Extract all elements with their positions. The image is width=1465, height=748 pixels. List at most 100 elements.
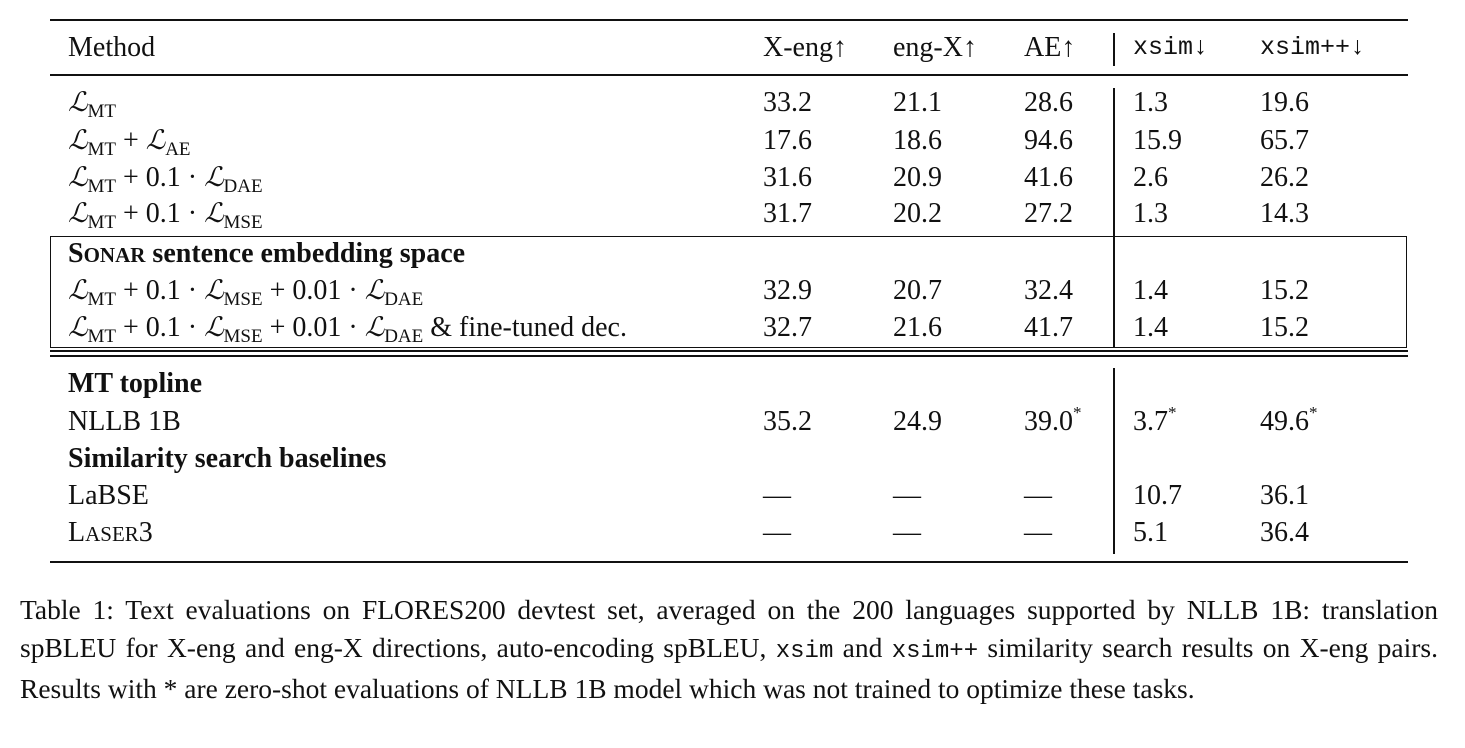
value-xsimpp: 19.6 — [1260, 87, 1309, 118]
loss-symbol: ℒ — [68, 312, 88, 343]
similarity-baselines-header: Similarity search baselines — [0, 440, 1465, 478]
value-ae: 94.6 — [1024, 125, 1073, 156]
method-text: & fine-tuned dec. — [423, 312, 627, 343]
loss-symbol: ℒ — [68, 125, 88, 156]
value-x-eng: — — [763, 517, 791, 548]
value-ae: 27.2 — [1024, 198, 1073, 229]
value-xsimpp: 36.1 — [1260, 480, 1309, 511]
value-ae: 28.6 — [1024, 87, 1073, 118]
mid-double-rule-1 — [50, 350, 1408, 352]
loss-symbol: ℒ — [68, 87, 88, 118]
method-cell: ℒMT + 0.1 · ℒDAE — [68, 159, 263, 197]
value-xsim: 1.4 — [1133, 312, 1168, 343]
table-row: ℒMT + 0.1 · ℒMSE 31.7 20.2 27.2 1.3 14.3 — [0, 195, 1465, 233]
value-text: 3.7 — [1133, 406, 1168, 437]
table-row: LaBSE — — — 10.7 36.1 — [0, 477, 1465, 515]
value-eng-x: 21.1 — [893, 87, 942, 118]
loss-symbol: ℒ — [204, 162, 224, 193]
loss-subscript: MT — [87, 101, 116, 122]
value-xsimpp: 36.4 — [1260, 517, 1309, 548]
value-eng-x: 18.6 — [893, 125, 942, 156]
zero-shot-marker: * — [1073, 403, 1082, 422]
method-text: + 0.01 · — [262, 312, 365, 343]
value-xsim: 10.7 — [1133, 480, 1182, 511]
value-xsimpp: 15.2 — [1260, 275, 1309, 306]
value-xsim: 1.3 — [1133, 198, 1168, 229]
value-xsimpp: 49.6* — [1260, 403, 1318, 441]
loss-subscript: AE — [165, 139, 191, 160]
sonar-section-header: SONAR sentence embedding space — [0, 235, 1465, 273]
value-xsim: 2.6 — [1133, 162, 1168, 193]
value-eng-x: 20.7 — [893, 275, 942, 306]
method-cell: NLLB 1B — [68, 406, 181, 437]
value-xsimpp: 65.7 — [1260, 125, 1309, 156]
mid-double-rule-2 — [50, 355, 1408, 357]
value-xsim: 1.3 — [1133, 87, 1168, 118]
table-row: LASER3 — — — 5.1 36.4 — [0, 514, 1465, 552]
method-text: + — [115, 125, 146, 156]
smallcaps-rest: ASER — [85, 522, 139, 546]
value-ae: 32.4 — [1024, 275, 1073, 306]
value-eng-x: — — [893, 480, 921, 511]
method-text: + 0.1 · — [115, 312, 205, 343]
zero-shot-marker: * — [1168, 403, 1177, 422]
value-x-eng: 31.7 — [763, 198, 812, 229]
table-row: ℒMT + 0.1 · ℒMSE + 0.01 · ℒDAE & fine-tu… — [0, 309, 1465, 347]
value-xsim: 5.1 — [1133, 517, 1168, 548]
table-row: ℒMT 33.2 21.1 28.6 1.3 19.6 — [0, 84, 1465, 122]
smallcaps-first: S — [68, 238, 84, 269]
value-text: 39.0 — [1024, 406, 1073, 437]
method-suffix: 3 — [138, 517, 153, 548]
method-text: + 0.1 · — [115, 198, 205, 229]
column-separator — [1113, 88, 1115, 348]
loss-subscript: MT — [87, 176, 116, 197]
loss-subscript: MSE — [223, 289, 263, 310]
loss-symbol: ℒ — [204, 312, 224, 343]
table-row: ℒMT + ℒAE 17.6 18.6 94.6 15.9 65.7 — [0, 122, 1465, 160]
bottom-rule — [50, 561, 1408, 563]
method-cell: ℒMT + ℒAE — [68, 122, 191, 160]
column-separator — [1113, 33, 1115, 66]
method-text: + 0.01 · — [262, 275, 365, 306]
loss-subscript: MT — [87, 326, 116, 347]
header-method: Method — [68, 32, 156, 63]
method-cell: LASER3 — [68, 514, 153, 553]
value-eng-x: — — [893, 517, 921, 548]
header-xsim: xsim↓ — [1133, 33, 1209, 62]
value-ae: — — [1024, 480, 1052, 511]
loss-symbol: ℒ — [204, 275, 224, 306]
loss-subscript: DAE — [384, 289, 424, 310]
loss-subscript: MT — [87, 289, 116, 310]
method-cell: ℒMT — [68, 84, 116, 122]
loss-subscript: MSE — [223, 212, 263, 233]
value-x-eng: 32.9 — [763, 275, 812, 306]
table-row: ℒMT + 0.1 · ℒMSE + 0.01 · ℒDAE 32.9 20.7… — [0, 272, 1465, 310]
method-cell: ℒMT + 0.1 · ℒMSE + 0.01 · ℒDAE & fine-tu… — [68, 309, 627, 347]
section-title: MT topline — [68, 368, 203, 399]
value-x-eng: 31.6 — [763, 162, 812, 193]
method-cell: ℒMT + 0.1 · ℒMSE — [68, 195, 263, 233]
value-x-eng: 17.6 — [763, 125, 812, 156]
value-eng-x: 24.9 — [893, 406, 942, 437]
sonar-section-box — [50, 236, 1407, 348]
caption-code: xsim++ — [891, 637, 979, 665]
top-rule — [50, 19, 1408, 21]
loss-symbol: ℒ — [68, 275, 88, 306]
value-xsim: 3.7* — [1133, 403, 1177, 441]
smallcaps-rest: ONAR — [83, 243, 146, 267]
value-ae: 41.7 — [1024, 312, 1073, 343]
loss-subscript: MSE — [223, 326, 263, 347]
value-eng-x: 21.6 — [893, 312, 942, 343]
section-title-rest: sentence embedding space — [145, 238, 466, 269]
mt-topline-header: MT topline — [0, 365, 1465, 403]
value-x-eng: 33.2 — [763, 87, 812, 118]
loss-subscript: DAE — [384, 326, 424, 347]
value-ae: 41.6 — [1024, 162, 1073, 193]
header-eng-x: eng-X↑ — [893, 32, 977, 63]
loss-symbol: ℒ — [145, 125, 166, 156]
smallcaps-first: L — [68, 517, 86, 548]
header-ae: AE↑ — [1024, 32, 1076, 63]
value-xsimpp: 26.2 — [1260, 162, 1309, 193]
header-xsimpp: xsim++↓ — [1260, 33, 1366, 62]
value-xsimpp: 14.3 — [1260, 198, 1309, 229]
